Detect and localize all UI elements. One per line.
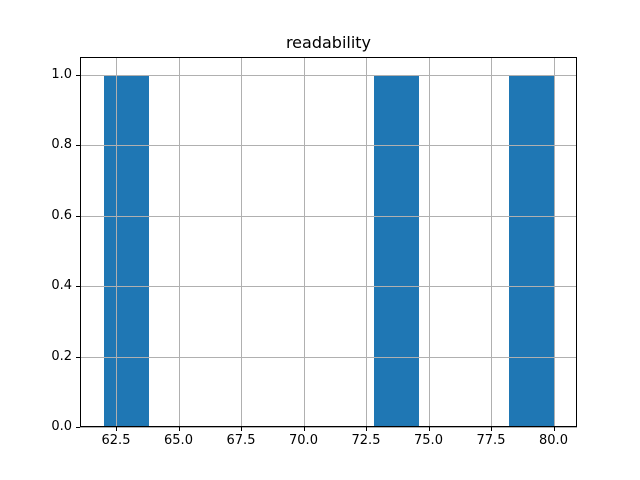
- gridline-horizontal: [80, 215, 577, 217]
- gridline-vertical: [241, 57, 242, 427]
- histogram-bar: [508, 74, 554, 427]
- x-tick-label: 72.5: [351, 433, 381, 448]
- y-tick-label: 1.0: [51, 66, 72, 82]
- gridline-horizontal: [80, 356, 577, 358]
- x-tick-label: 77.5: [476, 433, 506, 448]
- x-tick-mark: [178, 427, 180, 431]
- gridline-horizontal: [80, 427, 577, 428]
- y-tick-label: 0.0: [51, 419, 72, 434]
- y-tick-mark: [76, 356, 80, 358]
- gridline-vertical: [178, 57, 180, 427]
- gridline-vertical: [491, 57, 492, 427]
- gridline-horizontal: [80, 145, 577, 147]
- x-tick-label: 62.5: [101, 433, 131, 448]
- x-tick-label: 75.0: [414, 433, 443, 448]
- y-tick-mark: [76, 145, 80, 147]
- gridline-vertical: [553, 57, 555, 427]
- x-tick-label: 80.0: [539, 433, 568, 448]
- x-tick-mark: [303, 427, 305, 431]
- x-tick-mark: [428, 427, 430, 431]
- x-tick-mark: [116, 427, 117, 431]
- y-tick-mark: [76, 215, 80, 217]
- x-tick-label: 70.0: [289, 433, 318, 448]
- gridline-vertical: [116, 57, 117, 427]
- histogram-bar: [373, 74, 419, 427]
- y-tick-label: 0.4: [51, 278, 72, 294]
- x-tick-label: 67.5: [226, 433, 256, 448]
- x-tick-mark: [366, 427, 367, 431]
- gridline-vertical: [428, 57, 430, 427]
- y-tick-mark: [76, 286, 80, 288]
- x-tick-mark: [553, 427, 555, 431]
- gridline-vertical: [366, 57, 367, 427]
- chart-title: readability: [285, 33, 372, 52]
- y-tick-label: 0.2: [51, 348, 72, 364]
- gridline-vertical: [303, 57, 305, 427]
- y-tick-label: 0.6: [51, 207, 72, 223]
- histogram-bar: [103, 74, 149, 427]
- y-tick-mark: [76, 74, 80, 76]
- y-tick-mark: [76, 427, 80, 428]
- plot-area: [80, 57, 577, 427]
- y-tick-label: 0.8: [51, 137, 72, 153]
- gridline-horizontal: [80, 286, 577, 288]
- x-tick-mark: [241, 427, 242, 431]
- gridline-horizontal: [80, 74, 577, 76]
- x-tick-label: 65.0: [164, 433, 193, 448]
- x-tick-mark: [491, 427, 492, 431]
